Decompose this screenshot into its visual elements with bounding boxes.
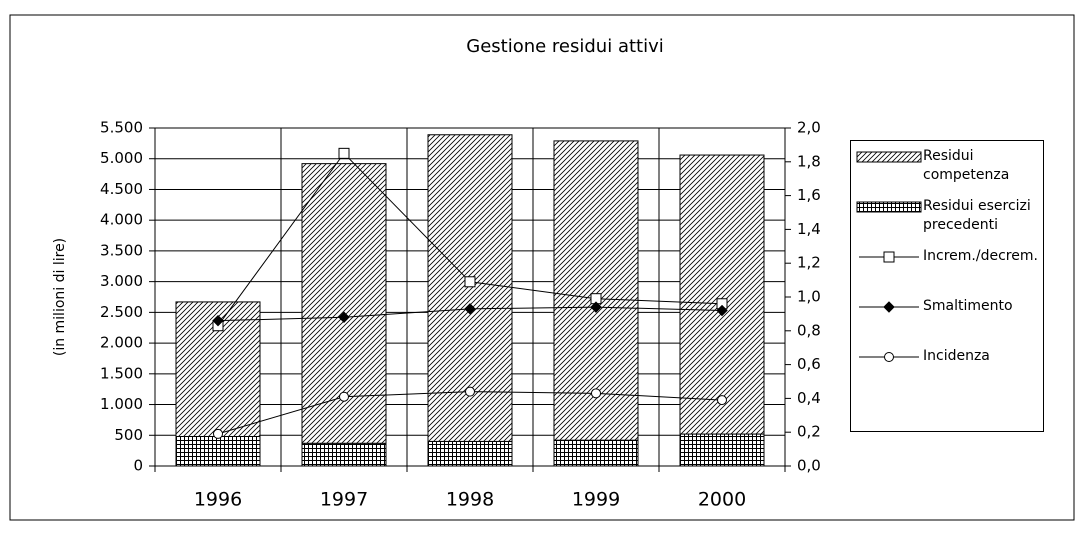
legend-icon xyxy=(859,301,919,313)
legend-label: Increm./decrem. xyxy=(923,248,1038,264)
marker xyxy=(213,428,223,439)
legend-label: Residui esercizi precedenti xyxy=(923,198,1031,233)
bar-segment xyxy=(301,442,387,467)
legend: Residui competenza Residui esercizi prece… xyxy=(850,140,1044,432)
marker xyxy=(884,352,894,362)
legend-swatch xyxy=(856,151,922,163)
y-tick-label: 1.000 xyxy=(100,395,143,413)
y2-tick-label: 0,2 xyxy=(797,423,821,441)
marker xyxy=(464,303,476,315)
x-tick-label: 1999 xyxy=(572,489,620,511)
marker xyxy=(590,301,602,313)
y2-tick-label: 0,0 xyxy=(797,457,821,475)
marker xyxy=(464,276,476,288)
bar-segment xyxy=(553,439,639,467)
y-tick-label: 5.000 xyxy=(100,149,143,167)
legend-icon xyxy=(856,201,922,213)
y-tick-label: 4.500 xyxy=(100,180,143,198)
legend-swatch xyxy=(856,201,922,213)
y2-tick-label: 1,0 xyxy=(797,288,821,306)
marker xyxy=(883,301,895,313)
legend-icon xyxy=(859,352,919,362)
bar-segment xyxy=(427,440,513,467)
legend-label: Incidenza xyxy=(923,348,990,364)
legend-label: Smaltimento xyxy=(923,298,1013,314)
x-tick-label: 1996 xyxy=(194,489,242,511)
marker xyxy=(338,147,350,159)
marker xyxy=(717,395,727,406)
legend-entry: Increm./decrem. xyxy=(855,247,1039,291)
y2-tick-label: 1,2 xyxy=(797,254,821,272)
y-tick-label: 5.500 xyxy=(100,119,143,137)
bar-segment xyxy=(175,436,261,467)
marker xyxy=(339,391,349,402)
y-tick-label: 3.500 xyxy=(100,241,143,259)
marker xyxy=(338,311,350,323)
y2-tick-label: 1,6 xyxy=(797,186,821,204)
y-tick-label: 2.000 xyxy=(100,334,143,352)
y-tick-label: 0 xyxy=(133,457,143,475)
x-tick-label: 1998 xyxy=(446,489,494,511)
chart-title: Gestione residui attivi xyxy=(466,36,664,57)
x-tick-label: 2000 xyxy=(698,489,746,511)
legend-icon xyxy=(856,151,922,163)
y2-tick-label: 1,4 xyxy=(797,220,821,238)
y2-tick-label: 1,8 xyxy=(797,152,821,170)
y2-tick-label: 0,6 xyxy=(797,355,821,373)
y2-tick-label: 2,0 xyxy=(797,119,821,137)
y-axis-label: (in milioni di lire) xyxy=(52,238,68,356)
legend-entry: Smaltimento xyxy=(855,297,1039,341)
marker xyxy=(591,388,601,399)
frame xyxy=(9,14,1075,521)
y2-tick-label: 0,4 xyxy=(797,389,821,407)
bar-segment xyxy=(679,433,765,467)
legend-label: Residui competenza xyxy=(923,148,1010,183)
legend-entry: Residui esercizi precedenti xyxy=(855,197,1039,241)
y-tick-label: 3.000 xyxy=(100,272,143,290)
x-tick-label: 1997 xyxy=(320,489,368,511)
y-tick-label: 500 xyxy=(114,426,143,444)
y-tick-label: 1.500 xyxy=(100,364,143,382)
legend-entry: Residui competenza xyxy=(855,147,1039,191)
marker xyxy=(716,304,728,317)
y-tick-label: 4.000 xyxy=(100,211,143,229)
marker xyxy=(212,314,224,327)
bar-segment xyxy=(679,154,765,435)
y-tick-label: 2.500 xyxy=(100,303,143,321)
legend-entry: Incidenza xyxy=(855,347,1039,391)
legend-icon xyxy=(859,251,919,263)
marker xyxy=(883,251,895,263)
marker xyxy=(465,386,475,397)
y2-tick-label: 0,8 xyxy=(797,321,821,339)
